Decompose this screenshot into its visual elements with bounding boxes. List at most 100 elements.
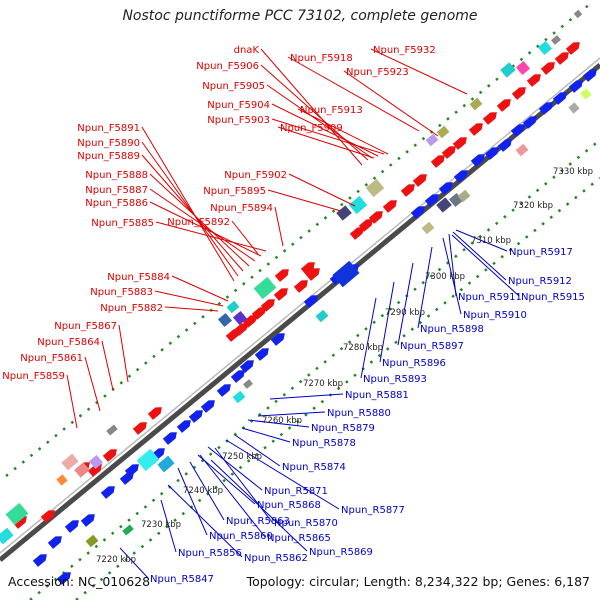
forward-gene-label[interactable]: Npun_F5882 [100, 303, 163, 314]
annotation-box [232, 310, 248, 326]
scale-tick-label: 7220 kbp [96, 555, 136, 565]
forward-gene-label[interactable]: Npun_F5884 [107, 272, 170, 283]
annotation-box [500, 62, 516, 78]
forward-gene-label[interactable]: Npun_F5918 [290, 53, 353, 64]
forward-gene-label[interactable]: Npun_F5885 [91, 218, 154, 229]
leader-line [225, 439, 340, 510]
leader-line [207, 446, 263, 491]
leader-line [442, 237, 462, 315]
reverse-gene-label[interactable]: Npun_R5877 [341, 505, 405, 516]
reverse-gene-label[interactable]: Npun_R5860 [209, 531, 273, 542]
forward-gene-label[interactable]: Npun_F5906 [196, 61, 259, 72]
reverse-gene-arrow [188, 410, 203, 423]
reverse-gene-label[interactable]: Npun_R5868 [257, 500, 321, 511]
reverse-gene-label[interactable]: Npun_R5862 [244, 553, 308, 564]
annotation-box [232, 390, 246, 404]
reverse-gene-label[interactable]: Npun_R5847 [150, 574, 214, 585]
annotation-box [425, 133, 439, 147]
leader-line [452, 231, 507, 281]
leader-line [260, 48, 363, 166]
reverse-gene-label[interactable]: Npun_R5881 [345, 390, 409, 401]
forward-gene-arrow [293, 280, 308, 293]
reverse-gene-arrow [438, 182, 453, 195]
reverse-gene-label[interactable]: Npun_R5874 [282, 462, 346, 473]
leader-line [277, 126, 375, 159]
reverse-gene-label[interactable]: Npun_R5910 [463, 310, 527, 321]
leader-line [164, 306, 219, 312]
annotation-box [436, 197, 452, 213]
forward-gene-label[interactable]: Npun_F5932 [373, 45, 436, 56]
forward-gene-label[interactable]: Npun_F5867 [54, 321, 117, 332]
leader-line [177, 467, 208, 536]
leader-line [266, 84, 373, 159]
scale-tick: 7230 kbp [141, 520, 181, 530]
forward-gene-label[interactable]: Npun_F5913 [300, 105, 363, 116]
forward-gene-label[interactable]: Npun_F5883 [90, 287, 153, 298]
gene-features [0, 9, 597, 585]
forward-gene-label[interactable]: Npun_F5890 [77, 138, 140, 149]
reverse-gene-label[interactable]: Npun_R5870 [274, 518, 338, 529]
reverse-gene-label[interactable]: Npun_R5917 [509, 247, 573, 258]
leader-line [199, 454, 266, 538]
reverse-gene-label[interactable]: Npun_R5898 [420, 324, 484, 335]
forward-gene-label[interactable]: Npun_F5903 [207, 115, 270, 126]
forward-gene-arrow [349, 227, 364, 240]
leader-line [448, 233, 457, 297]
reverse-gene-label[interactable]: Npun_R5897 [400, 341, 464, 352]
forward-gene-label[interactable]: Npun_F5864 [37, 337, 100, 348]
scale-tick: 7290 kbp [385, 308, 425, 318]
forward-gene-label[interactable]: Npun_F5888 [85, 170, 148, 181]
forward-gene-label[interactable]: Npun_F5894 [210, 203, 273, 214]
forward-gene-label[interactable]: Npun_F5887 [85, 185, 148, 196]
reverse-gene-label[interactable]: Npun_R5856 [178, 548, 242, 559]
forward-gene-label[interactable]: Npun_F5889 [77, 151, 140, 162]
reverse-gene-label[interactable]: Npun_R5893 [363, 374, 427, 385]
forward-gene-label[interactable]: Npun_F5886 [85, 198, 148, 209]
leader-line [360, 297, 377, 379]
reverse-gene-label[interactable]: Npun_R5871 [264, 486, 328, 497]
reverse-gene-label[interactable]: Npun_R5896 [382, 358, 446, 369]
reverse-gene-label[interactable]: Npun_R5880 [327, 408, 391, 419]
forward-gene-label[interactable]: Npun_F5905 [202, 81, 265, 92]
reverse-gene-label[interactable]: Npun_R5869 [309, 547, 373, 558]
reverse-gene-arrow [176, 420, 191, 433]
annotation-box [469, 97, 483, 111]
reverse-gene-label[interactable]: Npun_R5912 [508, 276, 572, 287]
forward-gene-label[interactable]: Npun_F5861 [20, 353, 83, 364]
reverse-gene-label[interactable]: Npun_R5915 [521, 292, 585, 303]
reverse-gene-label[interactable]: Npun_R5879 [311, 423, 375, 434]
forward-gene-label[interactable]: dnaK [234, 45, 260, 56]
forward-gene-label[interactable]: Npun_F5859 [2, 371, 65, 382]
forward-gene-label[interactable]: Npun_F5909 [280, 123, 343, 134]
forward-gene-label[interactable]: Npun_F5923 [346, 67, 409, 78]
reverse-gene-label[interactable]: Npun_R5878 [292, 438, 356, 449]
forward-gene-label[interactable]: Npun_F5902 [224, 170, 287, 181]
scale-tick-label: 7310 kbp [471, 236, 511, 246]
scale-tick-label: 7330 kbp [553, 167, 593, 177]
forward-gene-label[interactable]: Npun_F5892 [167, 217, 230, 228]
reverse-gene-arrow [239, 360, 254, 373]
annotation-box [157, 455, 175, 473]
reverse-gene-label[interactable]: Npun_R5863 [226, 516, 290, 527]
leader-line [297, 108, 389, 155]
annotation-box [243, 379, 253, 389]
reverse-gene-label[interactable]: Npun_R5911 [458, 292, 522, 303]
reverse-gene-arrow [216, 384, 231, 397]
annotation-box [580, 88, 592, 100]
annotation-box [365, 178, 385, 198]
forward-gene-arrow [358, 219, 373, 232]
forward-gene-label[interactable]: Npun_F5904 [207, 100, 270, 111]
reverse-gene-label[interactable]: Npun_R5865 [267, 533, 331, 544]
annotation-box [515, 143, 529, 157]
reverse-gene-arrow [470, 154, 485, 167]
leader-line [234, 434, 281, 467]
leader-line [274, 206, 284, 247]
forward-gene-label[interactable]: Npun_F5891 [77, 123, 140, 134]
forward-gene-arrow [300, 262, 315, 275]
forward-gene-arrow [273, 288, 288, 301]
guide-lines [5, 3, 600, 600]
forward-gene-label[interactable]: Npun_F5895 [203, 186, 266, 197]
leader-line [343, 70, 439, 137]
leader-line [247, 419, 310, 428]
scale-tick: 7280 kbp [343, 343, 383, 353]
